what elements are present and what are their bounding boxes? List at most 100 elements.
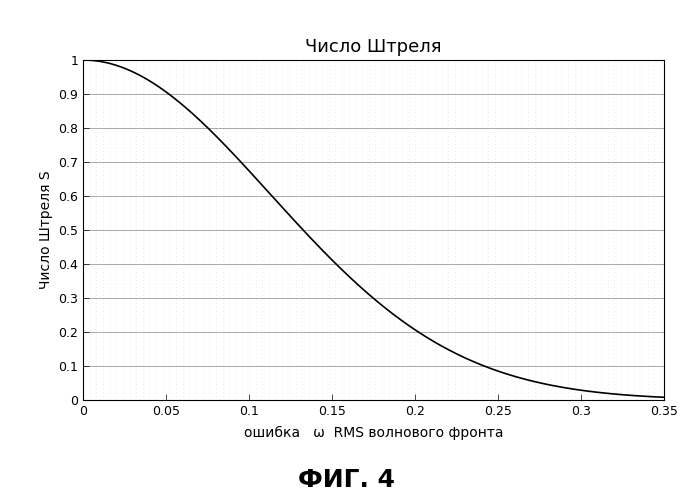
- Point: [124, 210, 135, 218]
- Point: [363, 93, 374, 101]
- Point: [410, 264, 421, 272]
- Point: [230, 256, 242, 264]
- Point: [184, 148, 195, 156]
- Point: [463, 291, 474, 299]
- Point: [456, 334, 467, 342]
- Point: [410, 248, 421, 256]
- Point: [443, 284, 454, 292]
- Point: [602, 322, 613, 330]
- Point: [343, 221, 354, 229]
- Point: [177, 155, 188, 163]
- Point: [536, 314, 547, 322]
- Point: [197, 202, 208, 209]
- Point: [290, 392, 301, 400]
- Point: [383, 116, 394, 124]
- Point: [410, 58, 421, 66]
- Point: [270, 361, 281, 369]
- Point: [78, 124, 89, 132]
- Point: [98, 314, 109, 322]
- Point: [356, 322, 367, 330]
- Point: [489, 229, 500, 237]
- Point: [436, 260, 447, 268]
- Point: [569, 194, 580, 202]
- Point: [350, 108, 361, 116]
- Point: [616, 66, 627, 74]
- Point: [589, 218, 600, 226]
- Point: [224, 159, 235, 167]
- Point: [203, 104, 215, 112]
- Point: [317, 182, 328, 190]
- Point: [104, 170, 115, 178]
- Point: [284, 140, 295, 147]
- Point: [516, 182, 527, 190]
- Point: [662, 221, 673, 229]
- Point: [370, 120, 381, 128]
- Point: [224, 272, 235, 280]
- Point: [303, 310, 314, 318]
- Point: [543, 66, 554, 74]
- Point: [450, 116, 461, 124]
- Point: [469, 380, 480, 388]
- Point: [224, 78, 235, 86]
- Point: [284, 372, 295, 380]
- Point: [456, 93, 467, 101]
- Point: [177, 198, 188, 206]
- Point: [556, 225, 567, 233]
- Point: [336, 144, 347, 152]
- Point: [403, 334, 414, 342]
- Point: [635, 58, 646, 66]
- Point: [536, 326, 547, 334]
- Point: [556, 236, 567, 244]
- Point: [323, 236, 334, 244]
- Point: [217, 357, 228, 365]
- Point: [536, 108, 547, 116]
- Point: [264, 194, 275, 202]
- Point: [330, 104, 341, 112]
- Point: [137, 372, 148, 380]
- Point: [629, 369, 640, 377]
- Point: [151, 295, 162, 303]
- Point: [410, 82, 421, 90]
- Point: [370, 365, 381, 373]
- Point: [336, 272, 347, 280]
- Point: [144, 369, 155, 377]
- Point: [450, 194, 461, 202]
- Point: [450, 326, 461, 334]
- Point: [244, 244, 255, 252]
- Point: [403, 338, 414, 345]
- Point: [363, 70, 374, 78]
- Point: [496, 214, 507, 222]
- Point: [124, 100, 135, 108]
- Point: [649, 291, 660, 299]
- Point: [98, 350, 109, 358]
- Point: [496, 97, 507, 105]
- Point: [251, 334, 262, 342]
- Point: [190, 384, 201, 392]
- Point: [629, 218, 640, 226]
- Point: [330, 346, 341, 354]
- Point: [124, 233, 135, 241]
- Point: [589, 221, 600, 229]
- Point: [543, 233, 554, 241]
- Point: [403, 116, 414, 124]
- Point: [310, 334, 321, 342]
- Point: [549, 248, 561, 256]
- Point: [317, 206, 328, 214]
- Point: [177, 396, 188, 404]
- Point: [157, 136, 168, 143]
- Point: [529, 369, 540, 377]
- Point: [403, 256, 414, 264]
- Point: [131, 287, 142, 295]
- Point: [310, 62, 321, 70]
- Point: [489, 112, 500, 120]
- Point: [98, 380, 109, 388]
- Point: [124, 299, 135, 307]
- Point: [456, 388, 467, 396]
- Point: [450, 163, 461, 171]
- Point: [489, 233, 500, 241]
- Point: [629, 322, 640, 330]
- Point: [297, 244, 308, 252]
- Point: [463, 272, 474, 280]
- Point: [330, 396, 341, 404]
- Point: [323, 97, 334, 105]
